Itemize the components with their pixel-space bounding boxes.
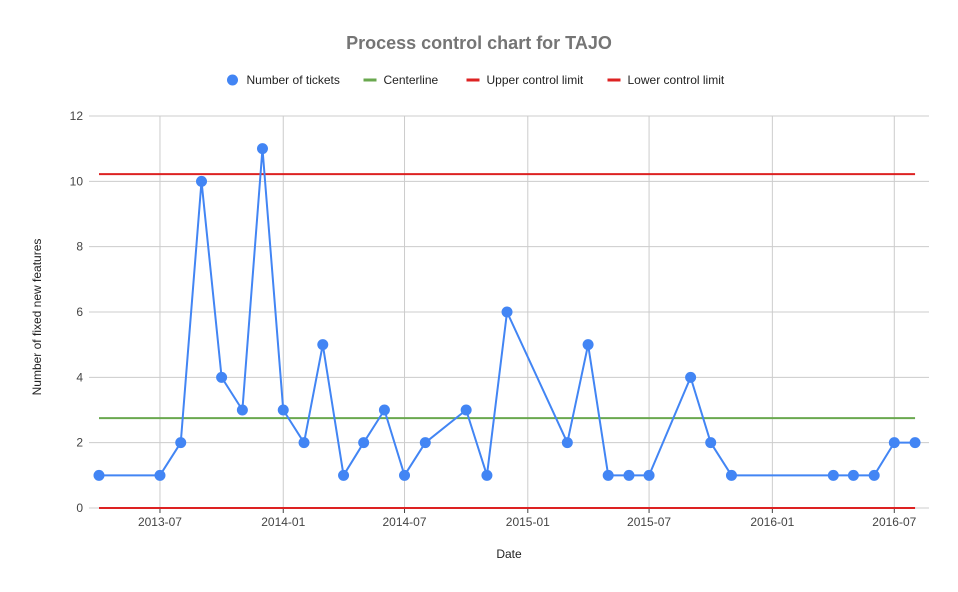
- y-tick-label: 0: [76, 501, 83, 515]
- x-tick-label: 2013-07: [138, 515, 182, 529]
- data-point: [602, 469, 614, 481]
- y-axis-ticks: 0 2 4 6 8 10 12: [70, 109, 84, 515]
- data-point: [561, 437, 573, 449]
- data-point: [175, 437, 187, 449]
- x-tick-label: 2015-01: [506, 515, 550, 529]
- data-point: [399, 469, 411, 481]
- x-tick-label: 2014-07: [382, 515, 426, 529]
- legend: Number of tickets Centerline Upper control…: [227, 73, 725, 87]
- data-point: [236, 404, 248, 416]
- data-point: [460, 404, 472, 416]
- legend-label: Number of tickets: [247, 73, 340, 87]
- data-point: [196, 175, 208, 187]
- legend-item: Number of tickets: [227, 73, 340, 87]
- data-point: [685, 371, 697, 383]
- x-tick-label: 2014-01: [261, 515, 305, 529]
- chart-title: Process control chart for TAJO: [346, 33, 612, 53]
- y-tick-label: 10: [70, 174, 84, 188]
- data-point: [725, 469, 737, 481]
- x-tick-label: 2016-07: [872, 515, 916, 529]
- data-point: [827, 469, 839, 481]
- data-point: [277, 404, 289, 416]
- data-point: [256, 143, 268, 155]
- legend-item: Centerline: [363, 73, 439, 87]
- data-point: [705, 437, 717, 449]
- y-tick-label: 12: [70, 109, 84, 123]
- data-point: [623, 469, 635, 481]
- data-point: [501, 306, 513, 318]
- data-point: [419, 437, 431, 449]
- data-point: [216, 371, 228, 383]
- control-lines: [99, 173, 916, 509]
- data-point: [338, 469, 350, 481]
- legend-item: Upper control limit: [466, 73, 584, 87]
- legend-label: Lower control limit: [628, 73, 725, 87]
- legend-label: Centerline: [384, 73, 439, 87]
- data-point: [378, 404, 390, 416]
- data-point: [481, 469, 493, 481]
- x-tick-label: 2016-01: [750, 515, 794, 529]
- data-point: [298, 437, 310, 449]
- x-axis-ticks: 2013-07 2014-01 2014-07 2015-01 2015-07 2016-…: [138, 508, 917, 529]
- y-tick-label: 2: [76, 436, 83, 450]
- data-point: [643, 469, 655, 481]
- data-point: [93, 469, 105, 481]
- y-axis-title: Number of fixed new features: [30, 239, 44, 396]
- legend-item: Lower control limit: [607, 73, 725, 87]
- data-point: [582, 339, 594, 351]
- legend-label: Upper control limit: [487, 73, 584, 87]
- x-axis-title: Date: [496, 547, 522, 561]
- tickets-series: [93, 143, 921, 481]
- data-point: [154, 469, 166, 481]
- y-tick-label: 8: [76, 240, 83, 254]
- legend-marker-circle: [227, 74, 238, 86]
- data-point: [888, 437, 900, 449]
- gridlines: [89, 115, 929, 509]
- data-point: [909, 437, 921, 449]
- y-tick-label: 4: [76, 370, 83, 384]
- y-tick-label: 6: [76, 305, 83, 319]
- data-point: [317, 339, 329, 351]
- x-tick-label: 2015-07: [627, 515, 671, 529]
- data-point: [868, 469, 880, 481]
- data-point: [358, 437, 370, 449]
- data-point: [847, 469, 859, 481]
